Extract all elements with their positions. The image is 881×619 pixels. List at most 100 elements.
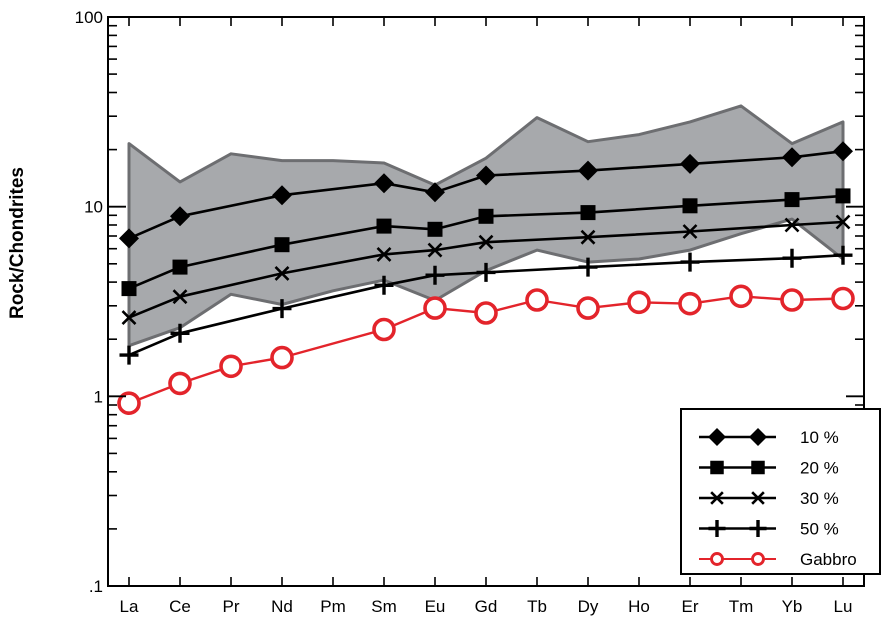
marker-diamond bbox=[680, 153, 700, 174]
marker-square bbox=[121, 281, 137, 297]
marker-plus bbox=[782, 248, 802, 268]
marker-x bbox=[835, 214, 851, 230]
marker-square bbox=[835, 188, 851, 204]
marker-plus bbox=[425, 265, 445, 285]
marker-plus bbox=[374, 275, 394, 295]
marker-diamond bbox=[578, 160, 598, 181]
marker-plus bbox=[833, 245, 853, 265]
x-tick-label: Eu bbox=[425, 597, 446, 616]
series-4 bbox=[117, 284, 855, 416]
legend-label: 10 % bbox=[800, 428, 839, 447]
marker-square bbox=[580, 205, 596, 221]
series-1 bbox=[121, 188, 851, 297]
marker-open-circle bbox=[729, 284, 753, 309]
marker-x bbox=[682, 224, 698, 239]
y-axis-title: Rock/Chondrites bbox=[7, 167, 28, 319]
marker-square bbox=[427, 221, 443, 237]
series-3 bbox=[119, 245, 853, 365]
y-tick-label: 100 bbox=[75, 8, 103, 27]
marker-square bbox=[784, 192, 800, 208]
series-group bbox=[117, 141, 855, 416]
marker-diamond bbox=[374, 173, 394, 194]
x-tick-label: Gd bbox=[475, 597, 498, 616]
x-tick-label: Ho bbox=[628, 597, 650, 616]
marker-plus bbox=[578, 257, 598, 277]
marker-diamond bbox=[476, 165, 496, 186]
series-line bbox=[128, 220, 844, 319]
marker-open-circle bbox=[372, 317, 396, 342]
marker-plus bbox=[170, 323, 190, 343]
x-tick-label: Tb bbox=[527, 597, 547, 616]
y-tick-label: .1 bbox=[89, 577, 103, 596]
x-tick-label: La bbox=[120, 597, 139, 616]
marker-x bbox=[427, 242, 443, 258]
marker-diamond bbox=[749, 428, 767, 446]
marker-x bbox=[274, 265, 290, 281]
marker-diamond bbox=[170, 206, 190, 227]
marker-x bbox=[376, 246, 392, 262]
marker-square bbox=[274, 237, 290, 253]
marker-x bbox=[121, 310, 137, 326]
marker-open-circle bbox=[751, 552, 765, 566]
marker-square bbox=[682, 198, 698, 214]
marker-x bbox=[580, 229, 596, 245]
marker-open-circle bbox=[780, 288, 804, 312]
marker-open-circle bbox=[270, 345, 294, 370]
marker-open-circle bbox=[831, 286, 855, 311]
y-tick-label: 1 bbox=[94, 387, 103, 406]
marker-open-circle bbox=[474, 301, 498, 325]
marker-diamond bbox=[782, 147, 802, 168]
marker-plus bbox=[119, 345, 139, 365]
x-tick-label: Pm bbox=[320, 597, 346, 616]
series-0 bbox=[119, 141, 853, 249]
marker-open-circle bbox=[423, 296, 447, 320]
series-line bbox=[128, 149, 844, 240]
x-tick-label: Tm bbox=[729, 597, 754, 616]
marker-plus bbox=[680, 252, 700, 272]
marker-x bbox=[478, 234, 494, 250]
series-line bbox=[128, 194, 844, 290]
series-line bbox=[128, 253, 844, 357]
marker-open-circle bbox=[117, 391, 141, 416]
marker-x bbox=[751, 491, 765, 505]
marker-square bbox=[478, 208, 494, 224]
legend-label: Gabbro bbox=[800, 550, 857, 569]
marker-diamond bbox=[272, 185, 292, 206]
x-tick-label: Ce bbox=[169, 597, 191, 616]
x-tick-label: Pr bbox=[223, 597, 240, 616]
marker-diamond bbox=[119, 228, 139, 249]
x-tick-label: Sm bbox=[371, 597, 397, 616]
marker-square bbox=[751, 460, 765, 475]
marker-diamond bbox=[708, 428, 726, 446]
marker-diamond bbox=[425, 182, 445, 203]
x-tick-label: Nd bbox=[271, 597, 293, 616]
x-tick-label: Yb bbox=[782, 597, 803, 616]
marker-open-circle bbox=[168, 371, 192, 396]
marker-x bbox=[710, 491, 724, 505]
marker-square bbox=[710, 460, 724, 475]
marker-open-circle bbox=[627, 290, 651, 315]
marker-square bbox=[376, 218, 392, 234]
marker-open-circle bbox=[525, 288, 549, 312]
x-tick-label: Dy bbox=[578, 597, 599, 616]
legend-label: 50 % bbox=[800, 520, 839, 539]
marker-open-circle bbox=[219, 354, 243, 379]
marker-square bbox=[172, 259, 188, 275]
legend: 10 % 20 % 30 % 50 % Gabbro bbox=[680, 408, 881, 575]
marker-x bbox=[172, 289, 188, 305]
marker-diamond bbox=[833, 141, 853, 162]
legend-label: 20 % bbox=[800, 459, 839, 478]
marker-open-circle bbox=[710, 552, 724, 566]
marker-open-circle bbox=[576, 296, 600, 320]
legend-label: 30 % bbox=[800, 489, 839, 508]
marker-plus bbox=[749, 519, 767, 538]
marker-x bbox=[784, 217, 800, 233]
x-tick-label: Er bbox=[682, 597, 699, 616]
marker-open-circle bbox=[678, 291, 702, 316]
marker-plus bbox=[708, 519, 726, 538]
marker-plus bbox=[476, 262, 496, 282]
series-2 bbox=[121, 214, 851, 326]
x-tick-label: Lu bbox=[834, 597, 853, 616]
